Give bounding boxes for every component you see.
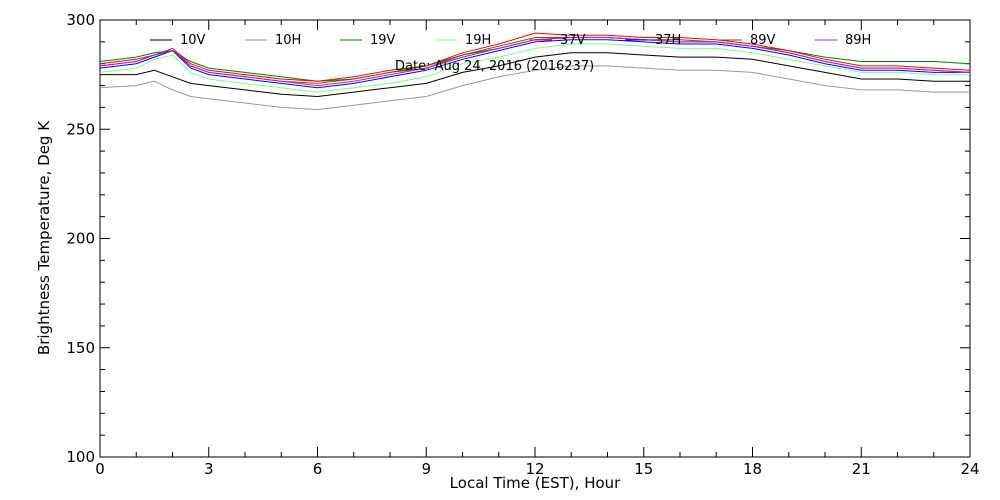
x-tick-label: 18 [743, 460, 762, 478]
x-tick-label: 9 [421, 460, 431, 478]
series-line-89h [99, 37, 971, 87]
legend-label-89h: 89H [845, 33, 871, 48]
series-line-37v [99, 32, 971, 82]
legend-label-19h: 19H [465, 33, 491, 48]
legend-label-37h: 37H [655, 33, 681, 48]
x-tick-label: 3 [204, 460, 214, 478]
x-tick-label: 21 [852, 460, 871, 478]
y-tick-label: 150 [66, 339, 95, 357]
x-tick-label: 15 [634, 460, 653, 478]
series-line-37h [99, 39, 970, 89]
y-tick-label: 200 [66, 230, 95, 248]
series-line-10v [100, 52, 970, 98]
legend-label-10v: 10V [180, 33, 206, 48]
date-annotation: Date: Aug 24, 2016 (2016237) [395, 59, 594, 74]
x-tick-label: 12 [525, 460, 544, 478]
plot-frame [99, 19, 971, 458]
legend-label-89v: 89V [750, 33, 776, 48]
series-line-10h [99, 65, 970, 111]
x-tick-label: 0 [95, 460, 105, 478]
x-tick-label: 24 [960, 460, 979, 478]
legend-label-37v: 37V [560, 33, 586, 48]
y-tick-label: 300 [66, 11, 95, 29]
legend-label-10h: 10H [275, 33, 301, 48]
x-tick-label: 6 [313, 460, 323, 478]
y-tick-label: 100 [66, 448, 95, 466]
y-axis-title: Brightness Temperature, Deg K [35, 120, 53, 355]
x-axis-title: Local Time (EST), Hour [450, 474, 621, 492]
series-line-19h [99, 43, 970, 93]
y-tick-label: 250 [66, 120, 95, 138]
legend-label-19v: 19V [370, 33, 396, 48]
